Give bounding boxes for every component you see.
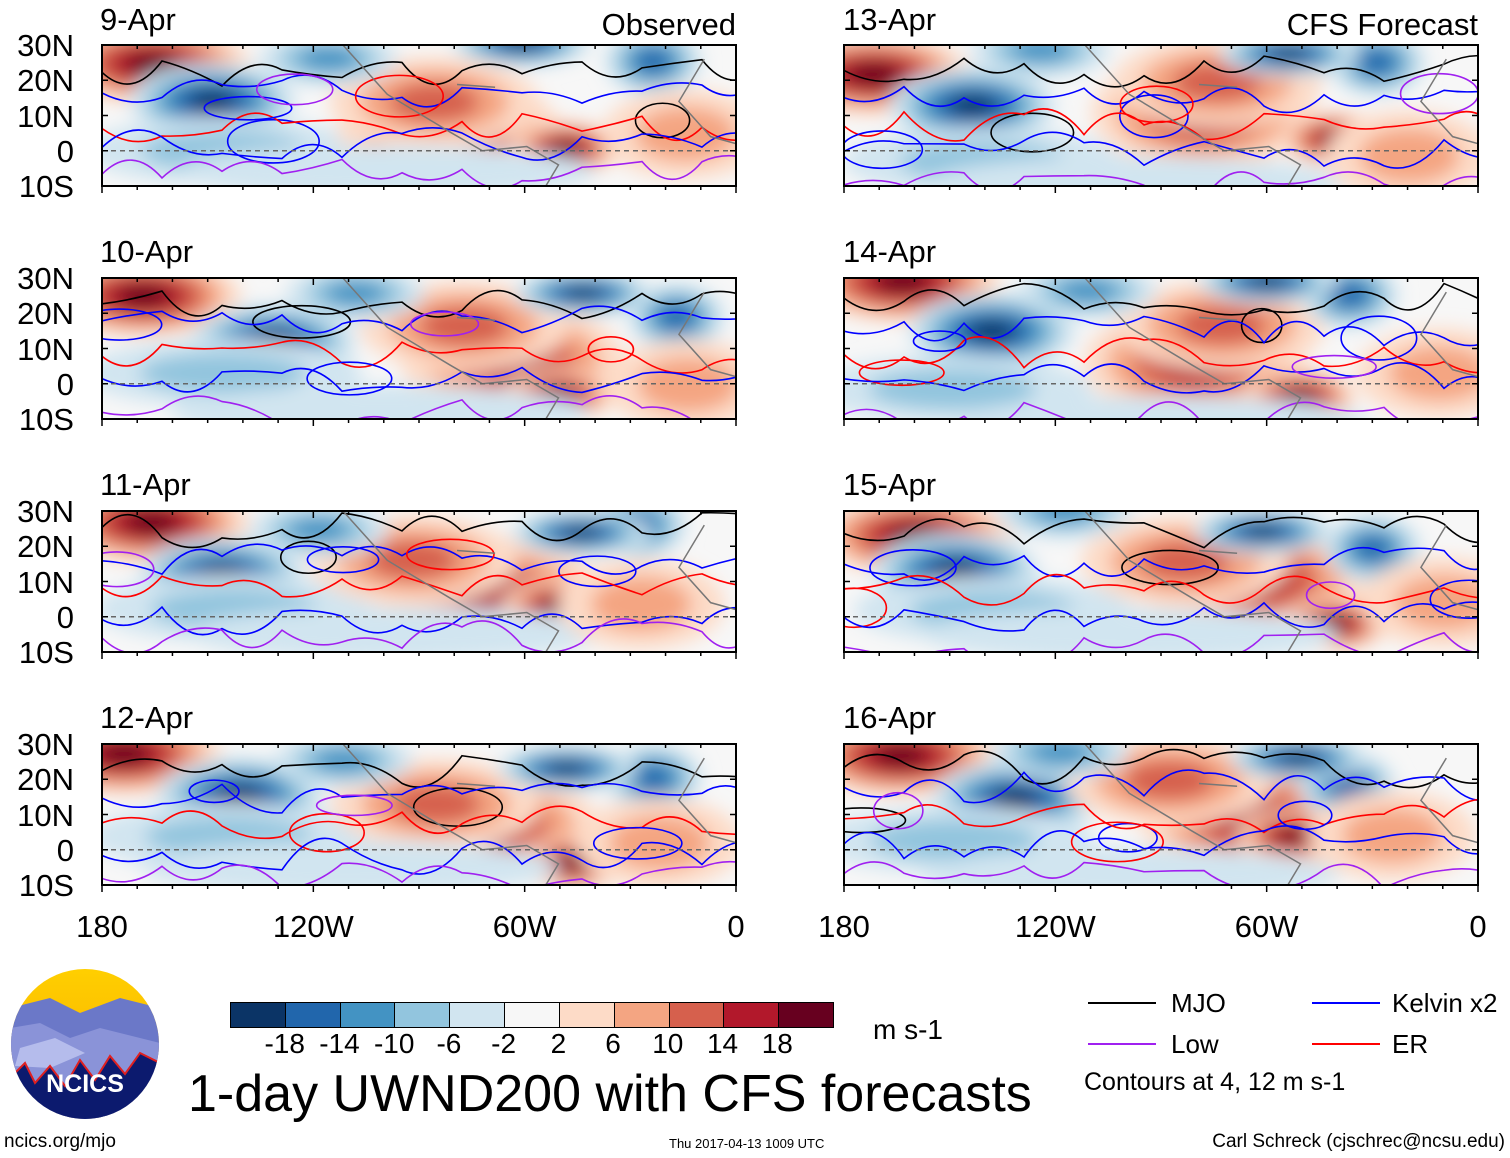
y-tick-label: 10N [17, 564, 74, 600]
y-tick-label: 20N [17, 63, 74, 99]
y-tick-label: 0 [56, 832, 74, 868]
colorbar-swatch [394, 1003, 450, 1027]
legend-line-low [1088, 1043, 1156, 1045]
panel-title-16-apr: 16-Apr [843, 700, 937, 735]
timestamp: Thu 2017-04-13 1009 UTC [669, 1136, 825, 1151]
author-credit: Carl Schreck (cjschrec@ncsu.edu) [1212, 1131, 1505, 1152]
colorbar-label: -6 [436, 1028, 462, 1059]
colorbar-label: 18 [761, 1028, 793, 1059]
y-tick-label: 30N [17, 261, 74, 296]
y-tick-label: 30N [17, 28, 74, 63]
colorbar-swatch [723, 1003, 779, 1027]
map-panel-14-apr [843, 277, 1479, 426]
colorbar-label: 2 [550, 1028, 567, 1059]
map-panel-16-apr [843, 743, 1479, 892]
y-tick-label: 10S [18, 402, 74, 437]
colorbar-swatch [504, 1003, 559, 1027]
x-tick-label: 60W [1234, 909, 1299, 944]
colorbar-label: -2 [491, 1028, 517, 1059]
panel-title-14-apr: 14-Apr [843, 234, 937, 269]
y-tick-label: 0 [56, 366, 74, 402]
logo-text: NCICS [46, 1070, 124, 1098]
colorbar-swatch [668, 1003, 724, 1027]
map-panel-9-apr [101, 44, 737, 193]
colorbar-swatch [613, 1003, 669, 1027]
legend-line-er [1312, 1043, 1380, 1045]
legend-line-mjo [1088, 1002, 1156, 1004]
colorbar-units: m s-1 [873, 1014, 943, 1045]
panel-title-15-apr: 15-Apr [843, 467, 937, 502]
colorbar-label: -14 [319, 1028, 360, 1059]
colorbar-swatch [778, 1003, 833, 1027]
y-tick-label: 10N [17, 98, 74, 134]
map-panel-11-apr [101, 510, 737, 659]
map-panel-13-apr [843, 44, 1479, 193]
y-tick-label: 20N [17, 529, 74, 565]
map-panel-12-apr [101, 743, 737, 892]
y-tick-label: 20N [17, 762, 74, 798]
x-tick-label: 120W [1014, 909, 1096, 944]
ncics-logo: NCICS [11, 969, 159, 1119]
y-tick-label: 10N [17, 331, 74, 367]
panel-title-13-apr: 13-Apr [843, 2, 937, 37]
legend-label-kelvin: Kelvin x2 [1392, 988, 1498, 1018]
panel-title-9-apr: 9-Apr [100, 2, 176, 37]
y-tick-label: 30N [17, 494, 74, 529]
figure-title: 1-day UWND200 with CFS forecasts [188, 1065, 1032, 1123]
site-link[interactable]: ncics.org/mjo [4, 1131, 116, 1152]
x-tick-label: 60W [492, 909, 557, 944]
x-tick-label: 0 [727, 909, 745, 944]
map-panel-10-apr [101, 277, 737, 426]
y-tick-label: 0 [56, 599, 74, 635]
colorbar-label: 10 [652, 1028, 684, 1059]
panel-title-12-apr: 12-Apr [100, 700, 194, 735]
colorbar-label: -18 [264, 1028, 305, 1059]
panel-title-10-apr: 10-Apr [100, 234, 194, 269]
x-tick-label: 180 [76, 909, 128, 944]
legend-label-low: Low [1171, 1029, 1219, 1059]
y-tick-label: 20N [17, 296, 74, 332]
forecast-label: CFS Forecast [1286, 7, 1478, 42]
panel-title-11-apr: 11-Apr [100, 467, 191, 502]
y-tick-label: 0 [56, 133, 74, 169]
x-tick-label: 180 [818, 909, 870, 944]
legend-label-er: ER [1392, 1029, 1429, 1059]
colorbar-label: 6 [605, 1028, 621, 1059]
colorbar-label: 14 [706, 1028, 739, 1059]
colorbar [230, 1002, 834, 1028]
colorbar-swatch [339, 1003, 395, 1027]
y-tick-label: 30N [17, 727, 74, 762]
legend-line-kelvin [1312, 1002, 1380, 1004]
colorbar-label: -10 [373, 1028, 415, 1059]
y-tick-label: 10S [18, 635, 74, 670]
colorbar-swatch [558, 1003, 614, 1027]
legend-label-mjo: MJO [1171, 988, 1226, 1018]
y-tick-label: 10S [18, 169, 74, 204]
legend-note: Contours at 4, 12 m s-1 [1084, 1068, 1346, 1096]
colorbar-swatch [231, 1003, 285, 1027]
y-tick-label: 10N [17, 797, 74, 833]
x-tick-label: 120W [272, 909, 354, 944]
map-panel-15-apr [843, 510, 1479, 659]
observed-label: Observed [601, 7, 736, 42]
y-tick-label: 10S [18, 868, 74, 903]
x-tick-label: 0 [1469, 909, 1487, 944]
colorbar-swatch [284, 1003, 340, 1027]
colorbar-swatch [449, 1003, 505, 1027]
